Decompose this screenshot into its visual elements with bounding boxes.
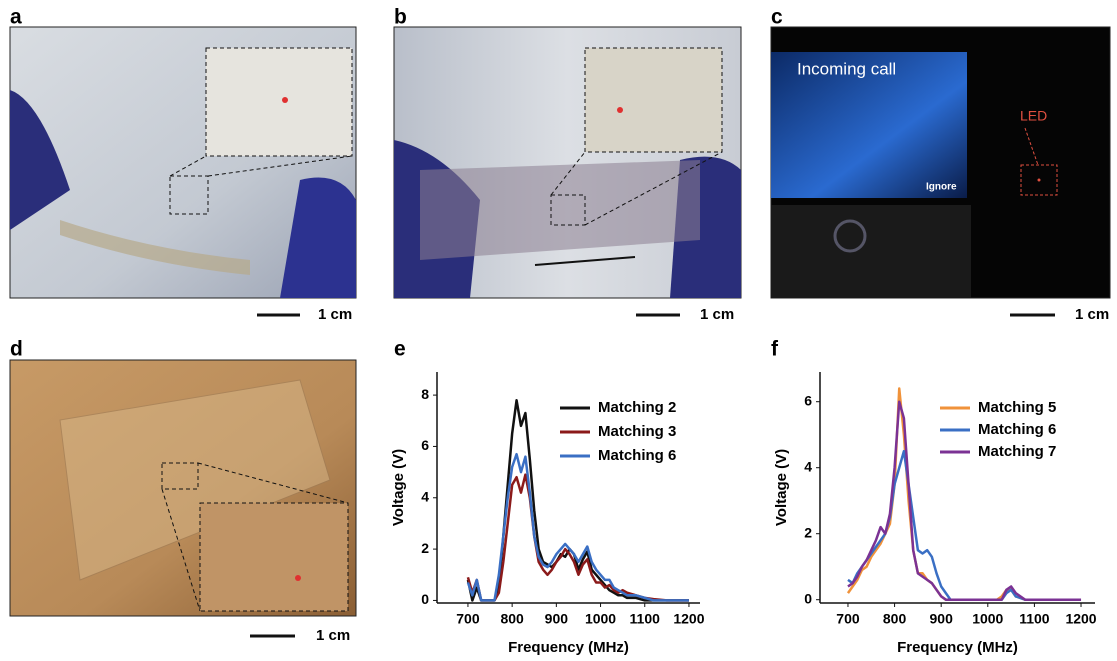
y-axis-title: Voltage (V): [390, 449, 407, 526]
x-tick-label: 1200: [1065, 611, 1096, 627]
x-axis-title: Frequency (MHz): [508, 639, 629, 656]
arrow: [534, 256, 636, 266]
x-tick-label: 1100: [630, 611, 661, 627]
y-tick-label: 2: [421, 540, 429, 556]
inset: [205, 47, 353, 157]
circuit: [59, 379, 331, 581]
photo-c: Incoming call Ignore LED: [770, 26, 1111, 299]
series-line: [847, 449, 1082, 601]
zoom-line: [550, 151, 586, 196]
series-line: [466, 452, 689, 602]
trackball: [833, 219, 867, 253]
scale-label: 1 cm: [1075, 306, 1109, 323]
led-box: [1020, 164, 1058, 196]
x-axis-title: Frequency (MHz): [897, 639, 1018, 656]
phone-screen: [771, 52, 967, 198]
zoom-line: [584, 151, 723, 226]
x-tick-label: 900: [930, 611, 954, 627]
y-tick-label: 8: [421, 386, 429, 402]
screen-text: Incoming call: [797, 59, 896, 78]
y-axis-title: Voltage (V): [773, 449, 790, 526]
legend-label: Matching 5: [978, 399, 1056, 416]
x-tick-label: 1000: [585, 611, 616, 627]
series-line: [466, 473, 689, 602]
photo-d: [9, 359, 357, 617]
y-tick-label: 0: [421, 591, 429, 607]
circuit: [420, 160, 700, 260]
legend-label: Matching 6: [598, 447, 676, 464]
panel-label: d: [10, 338, 23, 361]
led: [617, 107, 623, 113]
x-tick-label: 900: [545, 611, 569, 627]
legend-label: Matching 7: [978, 443, 1056, 460]
x-tick-label: 1000: [972, 611, 1003, 627]
y-tick-label: 0: [804, 590, 812, 606]
screen-text: Ignore: [926, 182, 957, 193]
led: [295, 575, 301, 581]
y-tick-label: 4: [804, 458, 812, 474]
leader: [1024, 127, 1039, 166]
y-tick-label: 4: [421, 488, 429, 504]
legend-label: Matching 2: [598, 399, 676, 416]
legend-label: Matching 6: [978, 421, 1056, 438]
panel-label: a: [10, 6, 22, 29]
x-tick-label: 1100: [1019, 611, 1050, 627]
zoom-line: [207, 155, 353, 177]
legend-label: Matching 3: [598, 423, 676, 440]
led-label: LED: [1020, 108, 1047, 124]
glove: [280, 177, 356, 298]
inset: [199, 502, 349, 612]
photo-b: [393, 26, 742, 299]
keypad: [771, 205, 971, 298]
y-tick-label: 6: [421, 437, 429, 453]
x-tick-label: 800: [500, 611, 524, 627]
x-tick-label: 700: [456, 611, 480, 627]
panel-label: b: [394, 6, 407, 29]
zoom-box: [161, 462, 199, 490]
panel-label: e: [394, 338, 406, 361]
circuit: [60, 220, 250, 275]
panel-label: f: [771, 338, 779, 361]
scale-label: 1 cm: [318, 306, 352, 323]
glove: [10, 90, 70, 230]
x-tick-label: 1200: [673, 611, 704, 627]
led: [282, 97, 288, 103]
zoom-box: [550, 194, 586, 226]
zoom-line: [197, 462, 349, 504]
photo-a: [9, 26, 357, 299]
inset: [584, 47, 723, 153]
scale-label: 1 cm: [700, 306, 734, 323]
panel-label: c: [771, 6, 783, 29]
scale-label: 1 cm: [316, 627, 350, 644]
y-tick-label: 6: [804, 392, 812, 408]
x-tick-label: 700: [836, 611, 860, 627]
zoom-box: [169, 175, 209, 215]
series-line: [847, 400, 1082, 601]
led: [1037, 178, 1041, 182]
x-tick-label: 800: [883, 611, 907, 627]
y-tick-label: 2: [804, 524, 812, 540]
zoom-line: [161, 488, 201, 612]
